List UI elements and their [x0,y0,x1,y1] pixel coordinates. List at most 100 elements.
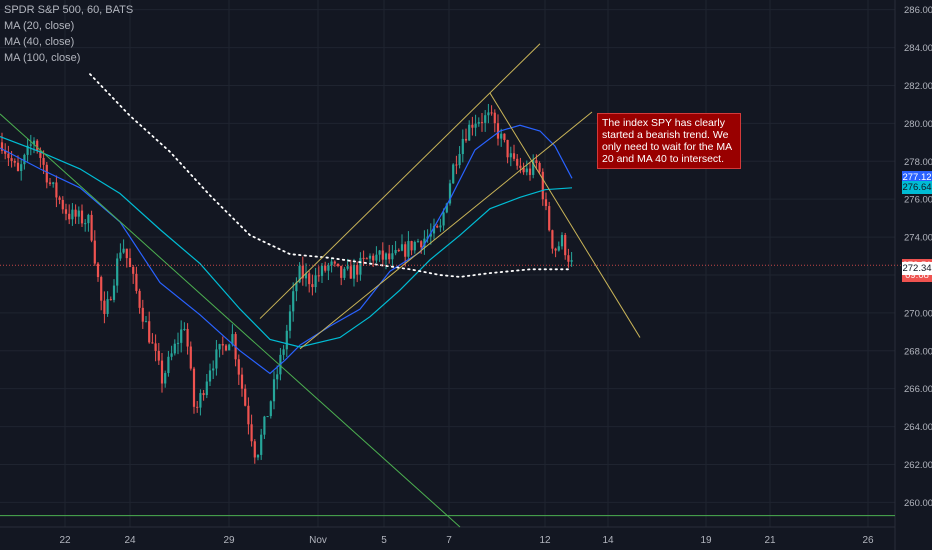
candle-body [298,265,301,283]
candle-body [423,238,426,248]
candle-body [554,248,557,251]
candle-body [269,401,272,417]
candle-body [359,257,362,275]
legend-ma100[interactable]: MA (100, close) [4,52,81,64]
candle-body [391,253,394,260]
annotation-note[interactable]: The index SPY has clearly started a bear… [597,113,741,169]
candle-body [490,112,493,114]
candle-body [397,250,400,252]
candle-body [87,214,90,224]
y-tick-label: 260.00 [904,498,932,509]
candle-body [432,226,436,234]
price-label: 276.64 [902,180,932,194]
candle-body [247,405,250,425]
candle-body [180,329,183,343]
x-tick-label: 5 [381,535,387,546]
candle-body [154,343,157,351]
candle-body [528,168,532,175]
ma40-line [0,136,573,348]
candle-body [304,273,308,279]
candle-body [295,282,298,292]
candle-body [525,168,528,173]
candle-body [400,244,404,251]
candle-body [471,124,474,128]
candle-body [276,374,279,380]
candle-body [160,360,164,384]
ma20-line [0,124,573,375]
candle-body [308,273,311,285]
candle-body [29,144,32,146]
candle-body [346,266,349,269]
candle-body [103,300,106,314]
candle-body [461,138,464,155]
price-label: 272.34 [902,262,932,276]
candle-body [272,379,276,402]
candle-body [327,265,330,271]
candle-body [141,307,144,322]
candle-body [205,381,208,396]
candle-body [20,164,23,171]
x-tick-label: 22 [59,535,71,546]
y-tick-label: 276.00 [904,195,932,206]
trendline-yellow [489,92,641,338]
candle-body [314,275,317,288]
legend-ma40[interactable]: MA (40, close) [4,36,75,48]
candle-body [548,206,551,231]
candle-body [228,344,231,351]
candle-body [240,374,244,389]
legend-ma20[interactable]: MA (20, close) [4,20,75,32]
candle-body [506,139,509,158]
x-tick-label: 19 [700,535,712,546]
candle-body [224,345,228,351]
trendlines [0,43,895,528]
candle-body [61,199,64,210]
candle-body [464,138,468,141]
candle-body [16,162,20,171]
candle-body [196,406,199,408]
candle-body [100,277,103,301]
chart-legend: SPDR S&P 500, 60, BATS MA (20, close) MA… [4,2,133,66]
candle-body [167,356,170,374]
candle-body [381,250,384,260]
candle-body [282,349,285,355]
candle-body [189,346,192,369]
candle-body [343,268,346,278]
candle-body [173,343,176,354]
y-tick-label: 282.00 [904,81,932,92]
candle-body [551,230,554,249]
candle-body [474,123,477,128]
candle-body [292,291,295,312]
candle-body [125,248,128,259]
x-tick-label: 29 [223,535,235,546]
candle-body [109,299,112,301]
candle-body [186,328,189,347]
candle-body [544,199,548,207]
x-tick-label: 14 [602,535,614,546]
candle-body [0,142,4,151]
y-tick-label: 262.00 [904,460,932,471]
candle-body [77,210,80,217]
candle-body [330,261,333,266]
candle-body [250,424,253,442]
candle-body [484,115,487,123]
candle-body [404,244,407,257]
candle-body [176,342,180,344]
candle-body [128,258,132,267]
candle-body [148,321,151,343]
grid-lines [0,0,895,527]
y-tick-label: 284.00 [904,43,932,54]
candle-body [519,165,522,168]
candle-body [151,342,154,344]
candle-body [71,209,74,220]
candle-body [266,416,269,418]
x-axis-ticks: 22 24 29 Nov 5 7 12 14 19 21 26 [59,535,874,546]
candle-body [311,284,314,288]
candle-body [90,214,93,241]
candle-body [375,254,378,261]
candle-body [458,154,461,166]
candle-body [45,164,48,183]
candle-body [36,140,39,151]
candle-body [48,182,52,184]
legend-symbol: SPDR S&P 500, 60, BATS [4,4,134,16]
